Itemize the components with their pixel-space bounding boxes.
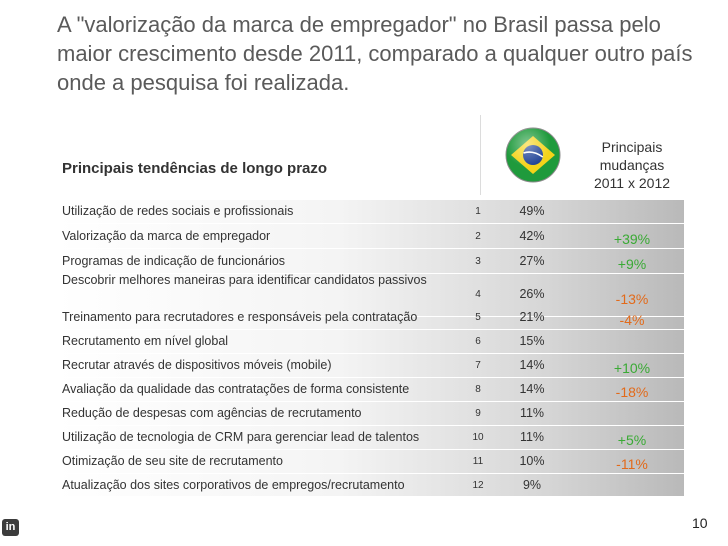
trend-percent: 11%	[519, 430, 545, 444]
trend-percent: 10%	[519, 454, 545, 468]
trend-label: Treinamento para recrutadores e responsá…	[62, 310, 418, 324]
trend-percent: 11%	[519, 406, 545, 420]
trend-label: Atualização dos sites corporativos de em…	[62, 478, 405, 492]
trend-label: Utilização de redes sociais e profission…	[62, 204, 294, 218]
slide-title: A "valorização da marca de empregador" n…	[57, 12, 693, 95]
table-row: Avaliação da qualidade das contratações …	[57, 378, 684, 402]
trend-rank: 12	[472, 480, 484, 491]
table-row: Programas de indicação de funcionários 3…	[57, 250, 684, 274]
trend-label: Utilização de tecnologia de CRM para ger…	[62, 430, 420, 444]
changes-header-line: mudanças	[599, 157, 665, 173]
table-heading: Principais tendências de longo prazo	[62, 160, 328, 177]
table-row: Recrutar através de dispositivos móveis …	[57, 354, 684, 378]
trend-label: Programas de indicação de funcionários	[62, 254, 286, 268]
trend-change: +9%	[617, 256, 647, 272]
trend-rank: 2	[475, 231, 481, 242]
trend-percent: 14%	[519, 358, 545, 372]
table-row: Redução de despesas com agências de recr…	[57, 402, 684, 426]
table-row: Descobrir melhores maneiras para identif…	[57, 271, 684, 317]
trend-change: -4%	[619, 312, 645, 328]
trend-rank: 1	[475, 206, 481, 217]
header-divider	[480, 115, 481, 195]
trend-rank: 3	[475, 256, 481, 267]
trend-change: +5%	[617, 432, 647, 448]
page-number: 10	[692, 515, 708, 531]
trend-label: Otimização de seu site de recrutamento	[62, 454, 283, 468]
table-row: Utilização de tecnologia de CRM para ger…	[57, 426, 684, 450]
trend-percent: 14%	[519, 382, 545, 396]
table-row: Valorização da marca de empregador 2 42%…	[57, 225, 684, 249]
trend-percent: 42%	[519, 229, 545, 243]
trend-percent: 27%	[519, 254, 545, 268]
linkedin-logo-icon: in	[2, 519, 19, 536]
table-row: Atualização dos sites corporativos de em…	[57, 474, 684, 498]
trend-label: Recrutamento em nível global	[62, 334, 229, 348]
table-row: Treinamento para recrutadores e responsá…	[57, 306, 684, 330]
trend-rank: 10	[472, 432, 484, 443]
table-row: Recrutamento em nível global 6 15%	[57, 330, 684, 354]
trend-rank: 6	[475, 336, 481, 347]
trend-label: Valorização da marca de empregador	[62, 229, 271, 243]
changes-header-line: 2011 x 2012	[593, 175, 671, 191]
trend-label: Descobrir melhores maneiras para identif…	[62, 273, 427, 287]
trend-rank: 9	[475, 408, 481, 419]
table-row: Utilização de redes sociais e profission…	[57, 200, 684, 224]
trend-rank: 7	[475, 360, 481, 371]
trend-percent: 15%	[519, 334, 545, 348]
trend-change: +10%	[613, 360, 651, 376]
trend-percent: 9%	[522, 478, 542, 492]
trend-change: -11%	[616, 456, 648, 472]
trend-rank: 5	[475, 312, 481, 323]
changes-header-line: Principais	[601, 139, 663, 155]
trend-rank: 4	[475, 289, 481, 300]
trend-rank: 8	[475, 384, 481, 395]
changes-column-header: Principais mudanças 2011 x 2012	[582, 138, 682, 192]
trend-change: -13%	[615, 291, 649, 307]
trend-change: -18%	[615, 384, 649, 400]
trend-rank: 11	[472, 456, 484, 467]
trend-change: +39%	[613, 231, 651, 247]
trend-label: Recrutar através de dispositivos móveis …	[62, 358, 332, 372]
table-row: Otimização de seu site de recrutamento 1…	[57, 450, 684, 474]
trend-percent: 49%	[519, 204, 545, 218]
trends-table: Utilização de redes sociais e profission…	[57, 200, 684, 498]
trend-label: Avaliação da qualidade das contratações …	[62, 382, 410, 396]
brazil-flag-icon	[505, 127, 561, 183]
trend-percent: 21%	[519, 310, 545, 324]
trend-label: Redução de despesas com agências de recr…	[62, 406, 362, 420]
trend-percent: 26%	[519, 287, 545, 301]
